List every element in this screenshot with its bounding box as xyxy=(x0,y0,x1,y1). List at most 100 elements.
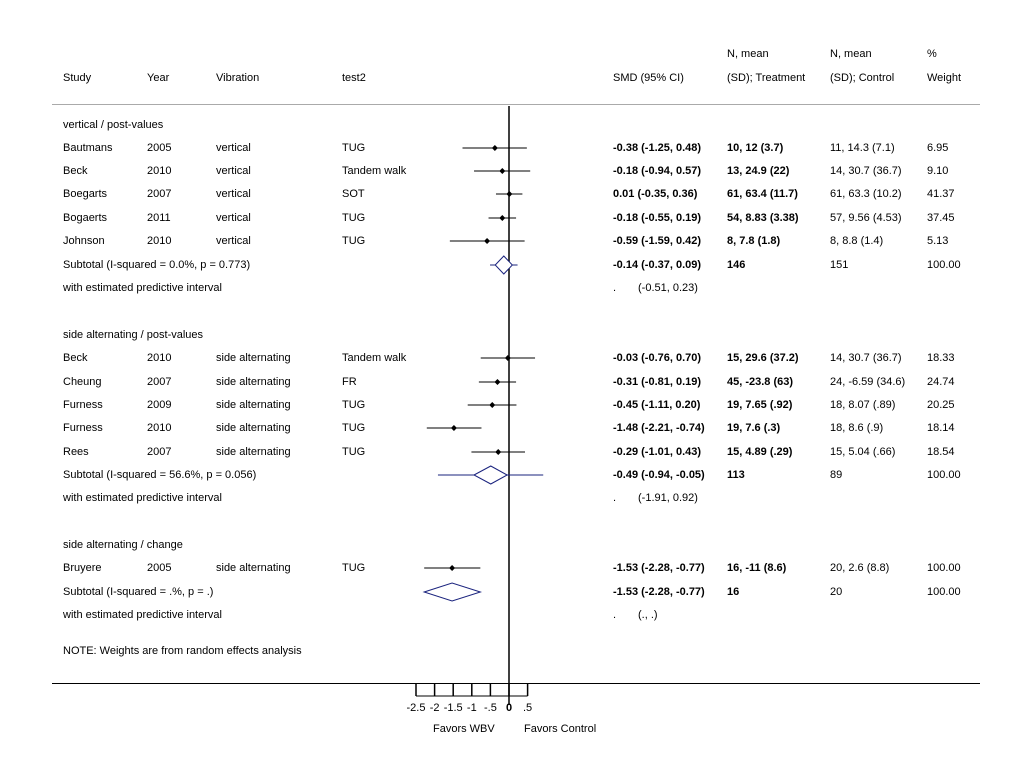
study-study: Johnson xyxy=(63,235,105,247)
predictive-interval-label: with estimated predictive interval xyxy=(63,282,222,294)
study-vibration: side alternating xyxy=(216,446,291,458)
study-weight: 18.54 xyxy=(927,446,955,458)
study-treat: 16, -11 (8.6) xyxy=(727,562,787,574)
study-vibration: side alternating xyxy=(216,399,291,411)
study-ci: -0.18 (-0.94, 0.57) xyxy=(613,165,702,177)
subtotal-label: Subtotal (I-squared = 0.0%, p = 0.773) xyxy=(63,259,251,271)
subtotal-weight: 100.00 xyxy=(927,259,961,271)
study-test: TUG xyxy=(342,446,366,458)
point-estimate xyxy=(504,355,511,361)
group-title: side alternating / change xyxy=(63,539,183,551)
study-test: TUG xyxy=(342,212,366,224)
study-ctrl: 18, 8.6 (.9) xyxy=(830,422,884,434)
point-estimate xyxy=(495,449,502,455)
predictive-interval-dot: . xyxy=(613,609,617,621)
header-treatment-line2: (SD); Treatment xyxy=(727,72,806,84)
subtotal-control: 20 xyxy=(830,586,843,598)
study-vibration: side alternating xyxy=(216,422,291,434)
subtotal-control: 89 xyxy=(830,469,843,481)
x-tick-label: .5 xyxy=(523,702,532,714)
study-study: Boegarts xyxy=(63,188,108,200)
subtotal-treatment: 16 xyxy=(727,586,740,598)
header-control-line2: (SD); Control xyxy=(830,72,895,84)
header-weight-line2: Weight xyxy=(927,72,962,84)
study-year: 2009 xyxy=(147,399,172,411)
study-test: TUG xyxy=(342,142,366,154)
x-tick-label: 0 xyxy=(506,702,512,714)
study-year: 2010 xyxy=(147,165,172,177)
study-treat: 61, 63.4 (11.7) xyxy=(727,188,798,200)
study-vibration: vertical xyxy=(216,142,251,154)
point-estimate xyxy=(499,168,506,174)
study-study: Bogaerts xyxy=(63,212,108,224)
favors-right-label: Favors Control xyxy=(524,723,597,735)
header-rule xyxy=(52,104,980,105)
pooled-diamond xyxy=(472,465,509,485)
study-vibration: side alternating xyxy=(216,562,291,574)
header-test: test2 xyxy=(342,72,366,84)
study-year: 2010 xyxy=(147,422,172,434)
study-weight: 37.45 xyxy=(927,212,955,224)
header-study: Study xyxy=(63,72,92,84)
study-vibration: vertical xyxy=(216,212,251,224)
header-vibration: Vibration xyxy=(216,72,260,84)
pooled-diamond xyxy=(494,255,514,275)
subtotal-treatment: 146 xyxy=(727,259,746,271)
favors-left-label: Favors WBV xyxy=(433,723,495,735)
subtotal-ci: -0.14 (-0.37, 0.09) xyxy=(613,259,702,271)
predictive-interval-dot: . xyxy=(613,492,617,504)
study-study: Rees xyxy=(63,446,89,458)
predictive-interval-value: (-1.91, 0.92) xyxy=(638,492,698,504)
point-estimate xyxy=(449,565,456,571)
subtotal-weight: 100.00 xyxy=(927,469,961,481)
footnote: NOTE: Weights are from random effects an… xyxy=(63,645,302,657)
study-year: 2007 xyxy=(147,446,172,458)
study-treat: 19, 7.65 (.92) xyxy=(727,399,793,411)
study-weight: 41.37 xyxy=(927,188,955,200)
predictive-interval-label: with estimated predictive interval xyxy=(63,609,222,621)
study-test: TUG xyxy=(342,399,366,411)
study-year: 2007 xyxy=(147,188,172,200)
study-treat: 10, 12 (3.7) xyxy=(727,142,784,154)
subtotal-weight: 100.00 xyxy=(927,586,961,598)
study-ci: -0.18 (-0.55, 0.19) xyxy=(613,212,702,224)
study-weight: 18.33 xyxy=(927,352,955,364)
header-smd: SMD (95% CI) xyxy=(613,72,684,84)
study-ci: -0.45 (-1.11, 0.20) xyxy=(613,399,701,411)
subtotal-treatment: 113 xyxy=(727,469,745,481)
study-ctrl: 14, 30.7 (36.7) xyxy=(830,165,902,177)
study-treat: 45, -23.8 (63) xyxy=(727,376,794,388)
study-test: FR xyxy=(342,376,357,388)
study-vibration: vertical xyxy=(216,188,251,200)
study-year: 2011 xyxy=(147,212,171,224)
study-treat: 19, 7.6 (.3) xyxy=(727,422,781,434)
study-weight: 9.10 xyxy=(927,165,949,177)
study-test: TUG xyxy=(342,422,366,434)
study-ctrl: 18, 8.07 (.89) xyxy=(830,399,896,411)
study-treat: 13, 24.9 (22) xyxy=(727,165,790,177)
study-treat: 54, 8.83 (3.38) xyxy=(727,212,799,224)
point-estimate xyxy=(506,191,513,197)
point-estimate xyxy=(450,425,457,431)
study-weight: 24.74 xyxy=(927,376,955,388)
study-vibration: side alternating xyxy=(216,376,291,388)
pooled-diamond xyxy=(422,582,483,602)
subtotal-ci: -1.53 (-2.28, -0.77) xyxy=(613,586,705,598)
study-ci: -0.29 (-1.01, 0.43) xyxy=(613,446,702,458)
study-year: 2010 xyxy=(147,352,172,364)
study-weight: 5.13 xyxy=(927,235,949,247)
study-treat: 15, 4.89 (.29) xyxy=(727,446,793,458)
predictive-interval-value: (-0.51, 0.23) xyxy=(638,282,698,294)
study-ctrl: 8, 8.8 (1.4) xyxy=(830,235,884,247)
subtotal-label: Subtotal (I-squared = .%, p = .) xyxy=(63,586,214,598)
header-control-line1: N, mean xyxy=(830,48,872,60)
study-ctrl: 20, 2.6 (8.8) xyxy=(830,562,890,574)
study-ci: -0.03 (-0.76, 0.70) xyxy=(613,352,702,364)
header-year: Year xyxy=(147,72,170,84)
study-ci: -0.38 (-1.25, 0.48) xyxy=(613,142,702,154)
x-tick-label: -1 xyxy=(467,702,477,714)
study-weight: 100.00 xyxy=(927,562,961,574)
study-treat: 15, 29.6 (37.2) xyxy=(727,352,799,364)
subtotal-ci: -0.49 (-0.94, -0.05) xyxy=(613,469,705,481)
